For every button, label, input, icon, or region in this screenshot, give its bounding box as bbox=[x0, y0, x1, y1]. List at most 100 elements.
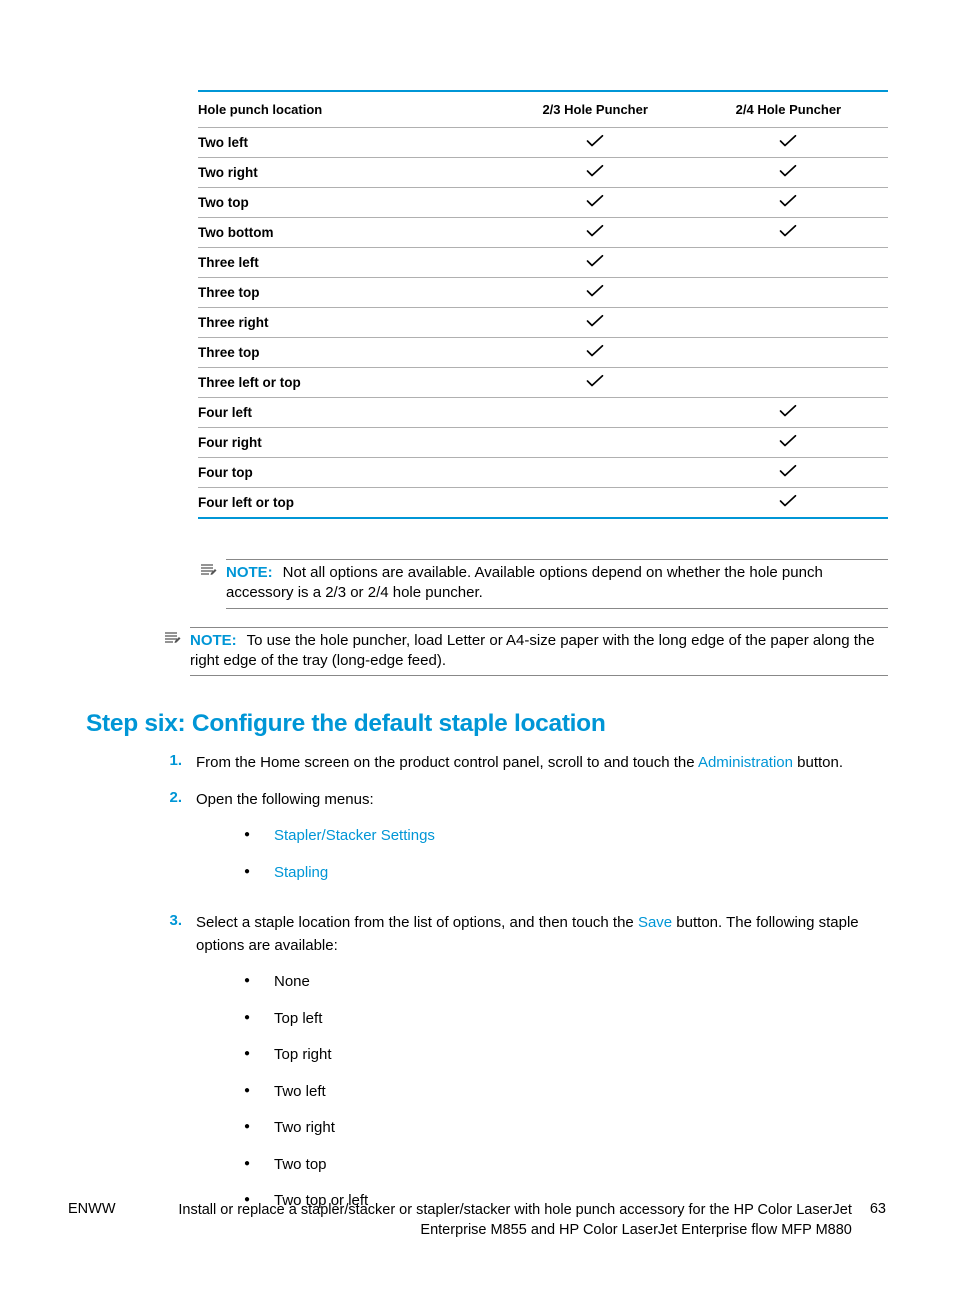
cell-23 bbox=[502, 308, 695, 338]
hole-punch-table: Hole punch location 2/3 Hole Puncher 2/4… bbox=[198, 90, 888, 519]
table-row: Three top bbox=[198, 338, 888, 368]
row-label: Three left bbox=[198, 248, 502, 278]
note-body: NOTE:To use the hole puncher, load Lette… bbox=[190, 627, 888, 677]
note-block: NOTE:To use the hole puncher, load Lette… bbox=[162, 627, 888, 677]
cell-23 bbox=[502, 398, 695, 428]
checkmark-icon bbox=[586, 164, 604, 178]
step-number: 1. bbox=[166, 752, 196, 775]
table-row: Two right bbox=[198, 158, 888, 188]
table-row: Two bottom bbox=[198, 218, 888, 248]
note-label: NOTE: bbox=[190, 632, 237, 649]
menu-sublist: Stapler/Stacker Settings Stapling bbox=[244, 825, 888, 884]
list-item: None bbox=[244, 971, 888, 994]
note-block: NOTE:Not all options are available. Avai… bbox=[198, 559, 888, 609]
checkmark-icon bbox=[586, 224, 604, 238]
cell-23 bbox=[502, 368, 695, 398]
checkmark-icon bbox=[779, 434, 797, 448]
row-label: Four right bbox=[198, 428, 502, 458]
cell-24 bbox=[695, 488, 888, 519]
row-label: Four left or top bbox=[198, 488, 502, 519]
row-label: Three top bbox=[198, 338, 502, 368]
step-number: 2. bbox=[166, 789, 196, 899]
checkmark-icon bbox=[779, 194, 797, 208]
step: 3.Select a staple location from the list… bbox=[166, 912, 888, 1227]
note-icon bbox=[198, 561, 218, 581]
step: 1.From the Home screen on the product co… bbox=[166, 752, 888, 775]
list-item: Two right bbox=[244, 1117, 888, 1140]
row-label: Two bottom bbox=[198, 218, 502, 248]
checkmark-icon bbox=[586, 134, 604, 148]
checkmark-icon bbox=[586, 284, 604, 298]
table-row: Three left or top bbox=[198, 368, 888, 398]
step-body: Open the following menus:Stapler/Stacker… bbox=[196, 789, 888, 899]
step-body: From the Home screen on the product cont… bbox=[196, 752, 888, 775]
cell-23 bbox=[502, 428, 695, 458]
document-page: Hole punch location 2/3 Hole Puncher 2/4… bbox=[0, 0, 954, 1291]
table-row: Four left or top bbox=[198, 488, 888, 519]
list-item: Stapling bbox=[244, 862, 888, 885]
cell-23 bbox=[502, 248, 695, 278]
step-body: Select a staple location from the list o… bbox=[196, 912, 888, 1227]
list-item: Two left bbox=[244, 1081, 888, 1104]
list-item: Top right bbox=[244, 1044, 888, 1067]
cell-24 bbox=[695, 368, 888, 398]
cell-23 bbox=[502, 218, 695, 248]
row-label: Two left bbox=[198, 128, 502, 158]
cell-23 bbox=[502, 158, 695, 188]
cell-24 bbox=[695, 428, 888, 458]
list-item: Top left bbox=[244, 1008, 888, 1031]
note-body: NOTE:Not all options are available. Avai… bbox=[226, 559, 888, 609]
table-row: Four left bbox=[198, 398, 888, 428]
row-label: Three top bbox=[198, 278, 502, 308]
cell-24 bbox=[695, 338, 888, 368]
checkmark-icon bbox=[779, 224, 797, 238]
table-row: Two left bbox=[198, 128, 888, 158]
cell-24 bbox=[695, 188, 888, 218]
table-row: Three top bbox=[198, 278, 888, 308]
checkmark-icon bbox=[779, 494, 797, 508]
footer-center: Install or replace a stapler/stacker or … bbox=[144, 1201, 870, 1240]
table-row: Four top bbox=[198, 458, 888, 488]
cell-24 bbox=[695, 248, 888, 278]
checkmark-icon bbox=[586, 194, 604, 208]
table-header-row: Hole punch location 2/3 Hole Puncher 2/4… bbox=[198, 91, 888, 128]
steps-list: 1.From the Home screen on the product co… bbox=[166, 752, 888, 1227]
note-text: Not all options are available. Available… bbox=[226, 564, 823, 601]
cell-24 bbox=[695, 458, 888, 488]
checkmark-icon bbox=[779, 164, 797, 178]
list-item: Two top bbox=[244, 1154, 888, 1177]
section-heading: Step six: Configure the default staple l… bbox=[86, 710, 886, 738]
options-sublist: None Top left Top right Two left Two right Tw… bbox=[244, 971, 888, 1213]
note-label: NOTE: bbox=[226, 564, 273, 581]
cell-23 bbox=[502, 338, 695, 368]
table-row: Three left bbox=[198, 248, 888, 278]
cell-23 bbox=[502, 188, 695, 218]
col-header-23: 2/3 Hole Puncher bbox=[502, 91, 695, 128]
checkmark-icon bbox=[779, 464, 797, 478]
table-row: Four right bbox=[198, 428, 888, 458]
row-label: Two right bbox=[198, 158, 502, 188]
list-item: Stapler/Stacker Settings bbox=[244, 825, 888, 848]
note-text: To use the hole puncher, load Letter or … bbox=[190, 632, 875, 669]
note-icon bbox=[162, 629, 182, 649]
cell-24 bbox=[695, 128, 888, 158]
cell-24 bbox=[695, 158, 888, 188]
checkmark-icon bbox=[586, 344, 604, 358]
table-row: Two top bbox=[198, 188, 888, 218]
checkmark-icon bbox=[779, 134, 797, 148]
checkmark-icon bbox=[586, 374, 604, 388]
ui-term: Save bbox=[638, 914, 672, 931]
cell-24 bbox=[695, 278, 888, 308]
row-label: Four left bbox=[198, 398, 502, 428]
cell-24 bbox=[695, 308, 888, 338]
step-number: 3. bbox=[166, 912, 196, 1227]
row-label: Four top bbox=[198, 458, 502, 488]
footer-left: ENWW bbox=[68, 1201, 144, 1217]
checkmark-icon bbox=[779, 404, 797, 418]
cell-23 bbox=[502, 488, 695, 519]
row-label: Two top bbox=[198, 188, 502, 218]
cell-24 bbox=[695, 218, 888, 248]
cell-23 bbox=[502, 458, 695, 488]
col-header-24: 2/4 Hole Puncher bbox=[695, 91, 888, 128]
cell-23 bbox=[502, 128, 695, 158]
